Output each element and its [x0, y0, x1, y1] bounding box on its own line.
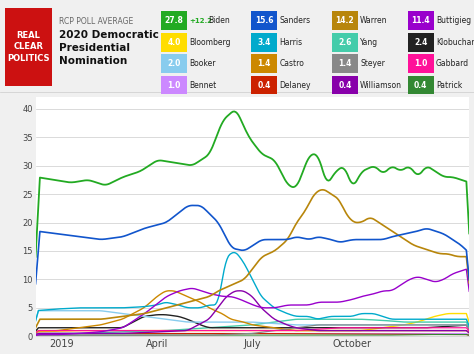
Text: Gabbard: Gabbard [436, 59, 469, 68]
Text: Booker: Booker [190, 59, 216, 68]
Text: 1.4: 1.4 [338, 59, 352, 68]
FancyBboxPatch shape [251, 33, 277, 52]
Text: 3.4: 3.4 [257, 38, 271, 47]
Text: 27.8: 27.8 [165, 16, 183, 25]
Text: Sanders: Sanders [280, 16, 311, 25]
Text: Williamson: Williamson [360, 81, 402, 90]
Text: 2.6: 2.6 [338, 38, 352, 47]
FancyBboxPatch shape [161, 11, 187, 30]
Text: 2020 Democratic
Presidential
Nomination: 2020 Democratic Presidential Nomination [59, 30, 159, 65]
Text: RCP POLL AVERAGE: RCP POLL AVERAGE [59, 17, 134, 26]
Text: Delaney: Delaney [280, 81, 311, 90]
Text: 2.4: 2.4 [414, 38, 428, 47]
Text: 0.4: 0.4 [257, 81, 271, 90]
FancyBboxPatch shape [251, 76, 277, 95]
Text: Buttigieg: Buttigieg [436, 16, 471, 25]
Text: Bloomberg: Bloomberg [190, 38, 231, 47]
Text: Biden: Biden [209, 16, 230, 25]
Text: 11.4: 11.4 [411, 16, 430, 25]
Text: 0.4: 0.4 [414, 81, 428, 90]
Text: Harris: Harris [280, 38, 303, 47]
Text: 4.0: 4.0 [167, 38, 181, 47]
FancyBboxPatch shape [251, 11, 277, 30]
Text: 1.0: 1.0 [167, 81, 181, 90]
FancyBboxPatch shape [251, 55, 277, 73]
Text: Warren: Warren [360, 16, 388, 25]
FancyBboxPatch shape [5, 7, 52, 86]
Text: 0.4: 0.4 [338, 81, 352, 90]
Text: REAL
CLEAR
POLITICS: REAL CLEAR POLITICS [7, 31, 50, 63]
Text: Patrick: Patrick [436, 81, 462, 90]
Text: Bennet: Bennet [190, 81, 217, 90]
FancyBboxPatch shape [332, 11, 358, 30]
Text: Klobuchar: Klobuchar [436, 38, 474, 47]
FancyBboxPatch shape [332, 55, 358, 73]
FancyBboxPatch shape [408, 55, 434, 73]
FancyBboxPatch shape [408, 33, 434, 52]
FancyBboxPatch shape [408, 11, 434, 30]
Text: 2.0: 2.0 [167, 59, 181, 68]
Text: Castro: Castro [280, 59, 304, 68]
Text: 1.0: 1.0 [414, 59, 428, 68]
FancyBboxPatch shape [161, 55, 187, 73]
FancyBboxPatch shape [161, 76, 187, 95]
Text: 1.4: 1.4 [257, 59, 271, 68]
Text: 14.2: 14.2 [336, 16, 354, 25]
FancyBboxPatch shape [408, 76, 434, 95]
FancyBboxPatch shape [332, 33, 358, 52]
Text: Steyer: Steyer [360, 59, 385, 68]
Text: +12.2: +12.2 [190, 18, 213, 24]
FancyBboxPatch shape [161, 33, 187, 52]
Text: Yang: Yang [360, 38, 378, 47]
Text: 15.6: 15.6 [255, 16, 273, 25]
FancyBboxPatch shape [332, 76, 358, 95]
